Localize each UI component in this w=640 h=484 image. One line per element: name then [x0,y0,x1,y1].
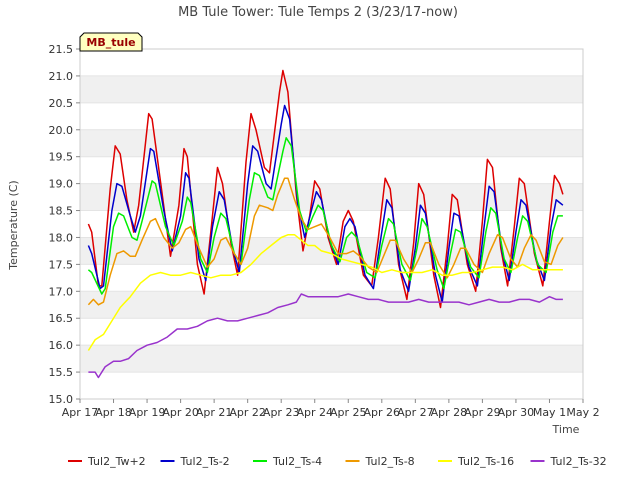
plot-background [80,49,583,399]
legend-item: Tul2_Ts-2 [160,455,230,468]
legend-label: Tul2_Ts-4 [272,455,322,468]
x-tick-label: Apr 26 [364,406,401,419]
series-line-tul2-ts-4 [87,137,563,295]
y-tick-label: 20.0 [49,124,74,137]
y-tick-label: 21.0 [49,70,74,83]
x-tick-label: Apr 28 [431,406,468,419]
series-line-tul2-ts-32 [88,293,563,379]
series-line-tul2-tw-2 [87,69,564,309]
grid-band [80,183,583,211]
x-tick-label: Apr 25 [330,406,367,419]
grid-band [80,345,583,373]
x-tick-label: Apr 24 [296,406,333,419]
y-tick-label: 16.0 [49,339,74,352]
x-tick-label: Apr 27 [397,406,434,419]
y-tick-label: 20.5 [49,97,74,110]
legend: Tul2_Tw+2 Tul2_Ts-2 Tul2_Ts-4 Tul2_Ts-8 Tul2… [68,455,607,468]
station-annotation: MB_tule [79,32,143,52]
y-tick-label: 21.5 [49,43,74,56]
legend-item: Tul2_Ts-16 [438,455,514,468]
annotation-text: MB_tule [86,36,135,49]
legend-label: Tul2_Tw+2 [87,455,146,468]
y-axis-ticks: 15.0 15.5 16.0 16.5 17.0 17.5 18.0 18.5 19.0 19.5… [49,43,80,406]
y-tick-label: 17.5 [49,258,74,271]
x-tick-label: Apr 20 [162,406,199,419]
legend-item: Tul2_Ts-8 [345,455,415,468]
y-tick-label: 19.0 [49,178,74,191]
grid-band [80,129,583,157]
grid-band [80,75,583,103]
y-tick-label: 18.0 [49,231,74,244]
legend-label: Tul2_Ts-8 [365,455,415,468]
x-tick-label: Apr 21 [196,406,233,419]
x-axis-label: Time [552,423,580,436]
y-axis-label: Temperature (C) [7,180,20,270]
legend-item: Tul2_Ts-32 [530,455,607,468]
legend-item: Tul2_Ts-4 [253,455,322,468]
x-tick-label: Apr 18 [95,406,132,419]
y-tick-label: 17.0 [49,285,74,298]
series-line-tul2-ts-8 [87,177,564,306]
x-tick-label: Apr 19 [129,406,166,419]
x-tick-label: Apr 17 [62,406,99,419]
x-tick-label: May 2 [566,406,599,419]
y-tick-label: 19.5 [49,151,74,164]
x-tick-label: Apr 23 [263,406,300,419]
x-tick-label: Apr 29 [464,406,501,419]
x-tick-label: May 1 [533,406,566,419]
x-tick-label: Apr 30 [498,406,535,419]
chart-title: MB Tule Tower: Tule Temps 2 (3/23/17-now… [178,5,458,20]
legend-item: Tul2_Tw+2 [68,455,146,468]
legend-label: Tul2_Ts-32 [550,455,607,468]
y-tick-label: 18.5 [49,205,74,218]
legend-label: Tul2_Ts-16 [457,455,514,468]
axes [79,48,584,400]
series-line-tul2-ts-2 [87,104,564,303]
series-line-tul2-ts-16 [87,234,563,351]
x-tick-label: Apr 22 [229,406,266,419]
plot-frame [79,48,584,400]
series-layer [87,69,564,379]
y-tick-label: 15.0 [49,393,74,406]
y-tick-label: 16.5 [49,312,74,325]
grid-band [80,291,583,319]
y-tick-label: 15.5 [49,366,74,379]
legend-label: Tul2_Ts-2 [180,455,230,468]
annotation-box [79,32,143,52]
